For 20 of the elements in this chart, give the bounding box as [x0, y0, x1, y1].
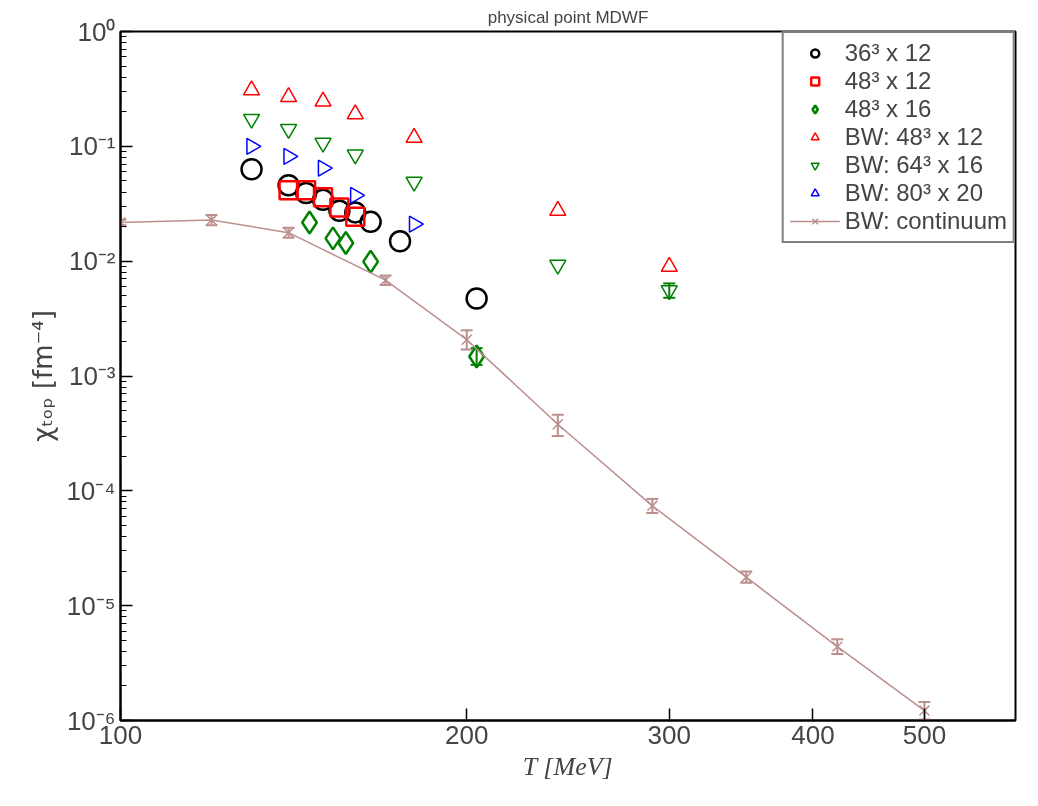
x-tick-label: 200: [445, 719, 489, 750]
chart-title: physical point MDWF: [487, 7, 649, 27]
legend-label: BW: 48³ x 12: [844, 123, 983, 151]
y-tick-label: 10⁻¹: [68, 131, 116, 162]
y-tick-label: 10⁻⁴: [66, 475, 116, 506]
x-tick-label: 500: [902, 719, 947, 750]
y-tick-label: 10⁻⁵: [66, 590, 116, 621]
legend-label: 36³ x 12: [844, 39, 932, 67]
legend-label: BW: 64³ x 16: [844, 151, 983, 179]
y-tick-label: 10⁻²: [68, 246, 116, 277]
x-axis-title: T [MeV]: [522, 751, 613, 781]
y-tick-label: 10⁻³: [68, 361, 116, 391]
legend-label: 48³ x 16: [844, 95, 932, 123]
legend-label: BW: 80³ x 20: [844, 179, 983, 207]
y-axis-title: χₜₒₚ [fm⁻⁴]: [28, 310, 59, 442]
x-tick-label: 400: [791, 719, 835, 750]
y-tick-label: 10⁰: [77, 16, 116, 47]
legend-label: BW: continuum: [844, 207, 1007, 235]
legend-label: 48³ x 12: [844, 67, 932, 95]
x-tick-label: 300: [647, 719, 691, 750]
